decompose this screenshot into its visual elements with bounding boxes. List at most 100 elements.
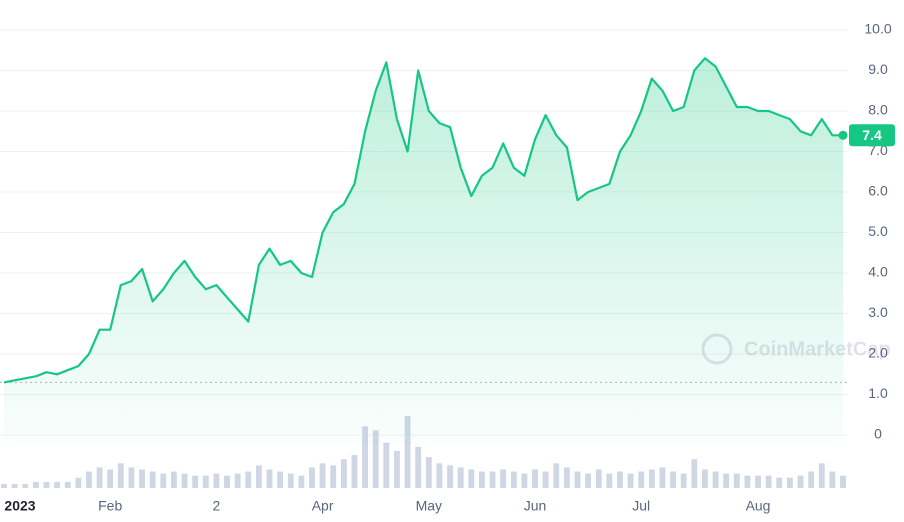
- volume-bar: [638, 471, 645, 488]
- volume-bar: [383, 442, 390, 488]
- volume-bar: [362, 426, 369, 488]
- volume-bar: [670, 471, 676, 488]
- volume-bar: [648, 469, 655, 488]
- volume-bar: [1, 483, 7, 488]
- x-tick-label: Aug: [746, 498, 771, 514]
- y-tick-label: 3.0: [868, 304, 888, 320]
- volume-bar: [255, 465, 262, 488]
- volume-bar: [287, 473, 294, 488]
- volume-bar: [330, 465, 337, 488]
- volume-bar: [319, 463, 326, 488]
- volume-bar: [309, 467, 315, 488]
- volume-bar: [808, 471, 815, 488]
- volume-bar: [425, 457, 432, 488]
- volume-bar: [468, 469, 475, 488]
- volume-bar: [765, 475, 772, 488]
- volume-bar: [585, 473, 592, 488]
- volume-bar: [563, 467, 570, 488]
- volume-bar: [340, 459, 347, 488]
- volume-bar: [521, 473, 528, 488]
- price-line: [3, 57, 843, 384]
- volume-bar: [213, 473, 220, 488]
- last-price-badge: [849, 124, 895, 147]
- volume-bar: [457, 467, 464, 488]
- volume-bar: [22, 483, 29, 488]
- volume-bar: [489, 471, 496, 488]
- volume-bar: [11, 483, 18, 488]
- x-tick-label: Jul: [632, 498, 650, 514]
- volume-bar: [43, 481, 50, 488]
- volume-bar: [139, 469, 145, 488]
- volume-bar: [202, 475, 209, 488]
- watermark-group: CoinMarketCap: [701, 333, 891, 365]
- volume-bar: [627, 473, 634, 488]
- volume-bar: [245, 471, 252, 488]
- volume-bar: [436, 463, 443, 488]
- volume-bar: [75, 477, 82, 488]
- volume-bar: [128, 467, 135, 488]
- y-tick-label: 1.0: [868, 385, 888, 401]
- volume-bar: [840, 475, 846, 488]
- volume-bar: [478, 471, 485, 488]
- volume-bar: [797, 475, 804, 488]
- volume-bar: [532, 469, 538, 488]
- volume-bar: [96, 467, 103, 488]
- volume-bar: [574, 471, 581, 488]
- volume-bar: [160, 473, 167, 488]
- volume-bar: [192, 475, 199, 488]
- x-tick-label: 2023: [4, 498, 35, 514]
- volume-bar: [149, 471, 156, 488]
- volume-bar: [351, 455, 358, 488]
- y-tick-label: 5.0: [868, 223, 888, 239]
- price-line: [0, 57, 848, 446]
- volume-bar: [691, 459, 698, 488]
- volume-bar: [510, 471, 517, 488]
- volume-bar: [723, 473, 730, 488]
- volume-bar: [755, 475, 761, 488]
- volume-bar: [64, 481, 71, 488]
- volume-bar: [298, 475, 305, 488]
- volume-bar: [54, 481, 61, 488]
- volume-bar: [553, 463, 560, 488]
- volume-bar: [659, 467, 666, 488]
- volume-bar: [415, 446, 422, 488]
- volume-bar: [617, 471, 623, 488]
- volume: [1, 416, 846, 488]
- price-area: [4, 58, 843, 446]
- volume-bar: [712, 471, 719, 488]
- volume-bar: [86, 471, 92, 488]
- volume-bar: [277, 471, 284, 488]
- last-price-dot: [838, 130, 848, 140]
- volume-bar: [606, 473, 613, 488]
- volume-bar: [829, 471, 836, 488]
- volume-bar: [224, 475, 230, 488]
- volume-bar: [744, 475, 751, 488]
- watermark: CoinMarketCap: [744, 338, 891, 360]
- volume-bar: [171, 471, 177, 488]
- volume-bar: [117, 463, 124, 488]
- volume-bar: [680, 473, 687, 488]
- volume-bar: [107, 469, 114, 488]
- volume-bar: [595, 469, 602, 488]
- volume-bar: [181, 473, 188, 488]
- volume-bar: [776, 477, 783, 488]
- y-tick-label: 8.0: [868, 102, 888, 118]
- volume-bar: [394, 450, 400, 488]
- x-tick-label: Feb: [98, 498, 122, 514]
- y-tick-label: 2.0: [868, 345, 888, 361]
- watermark-logo: [701, 333, 733, 365]
- x-tick-label: Jun: [524, 498, 547, 514]
- volume-bar: [372, 430, 379, 488]
- volume-bar: [786, 477, 793, 488]
- volume-bar: [32, 481, 39, 488]
- volume-bar: [266, 469, 273, 488]
- volume-bar: [818, 463, 825, 488]
- y-tick-label: 6.0: [868, 183, 888, 199]
- x-tick-label: Apr: [312, 498, 334, 514]
- volume-bar: [234, 473, 241, 488]
- x-tick-label: May: [416, 498, 442, 514]
- volume-bar: [733, 473, 740, 488]
- volume-bar: [447, 465, 453, 488]
